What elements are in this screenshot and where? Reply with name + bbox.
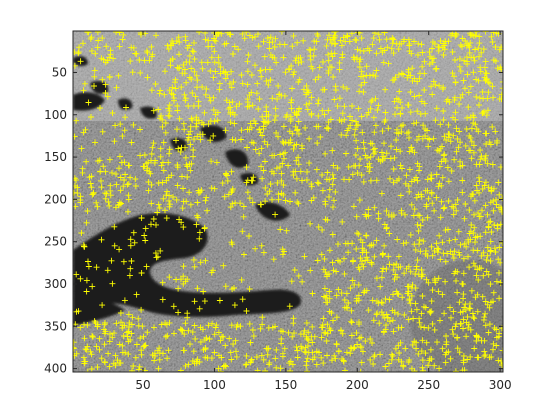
y-axis: 50 100 150 200 250 300 350 400 (44, 65, 503, 376)
x-tick-label: 200 (346, 378, 369, 392)
x-tick-label: 300 (489, 378, 512, 392)
x-tick-label: 250 (417, 378, 440, 392)
dark-patch-mid-3 (255, 202, 290, 221)
y-tick-label: 200 (44, 192, 67, 206)
dark-patch-upper-left-1 (73, 92, 105, 111)
image-shade-lower-right (410, 260, 503, 372)
y-tick-label: 150 (44, 150, 67, 164)
y-tick-label: 50 (52, 65, 67, 79)
x-tick-label: 100 (203, 378, 226, 392)
y-tick-label: 400 (44, 362, 67, 376)
image-layer (73, 31, 503, 372)
x-tick-label: 150 (274, 378, 297, 392)
dark-lobe-bulge (73, 298, 125, 326)
x-axis: 50 100 150 200 250 300 (135, 31, 512, 392)
dark-patch-upper-left-2 (90, 80, 109, 94)
image-highlight (73, 31, 503, 121)
y-tick-label: 300 (44, 277, 67, 291)
y-tick-label: 250 (44, 235, 67, 249)
y-tick-label: 100 (44, 108, 67, 122)
dark-patch-upper-left-5 (140, 106, 157, 119)
axes-box (72, 30, 504, 373)
dark-patch-mid-2 (225, 149, 249, 168)
x-tick-label: 50 (135, 378, 150, 392)
y-tick-label: 350 (44, 319, 67, 333)
